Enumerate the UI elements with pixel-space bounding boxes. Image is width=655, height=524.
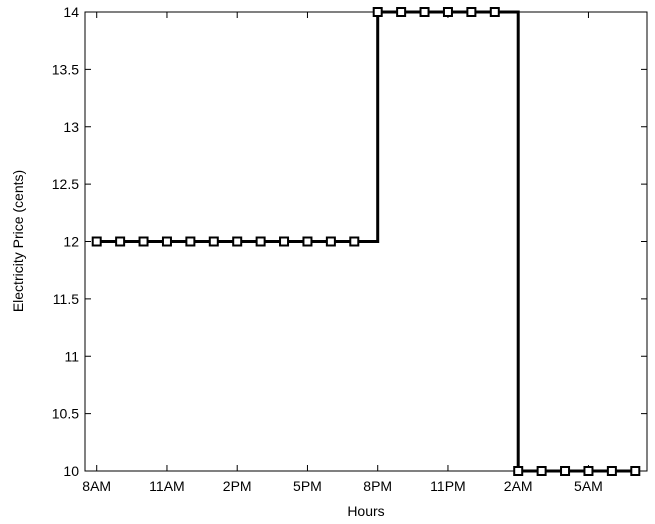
price-data-point [396,7,407,17]
x-axis-ticks: 8AM 11AM 2PM 5PM 8PM 11PM 2AM 5AM [82,12,603,494]
y-axis-ticks: 10 10.5 11 11.5 12 12.5 13 13.5 14 [52,4,647,479]
price-data-point [325,236,336,247]
price-data-point [208,236,219,247]
price-data-point [255,236,266,247]
x-tick-label: 2AM [504,478,533,494]
y-tick-label: 11 [64,348,79,364]
y-tick-label: 13 [63,119,79,135]
x-tick-label: 11PM [430,478,466,494]
y-tick-label: 10 [63,463,79,479]
price-data-point [91,236,102,247]
x-tick-label: 8PM [363,478,392,494]
price-data-point [302,236,313,247]
price-data-point [630,466,641,476]
y-tick-label: 13.5 [52,61,79,77]
x-tick-label: 11AM [149,478,185,494]
price-data-point [442,7,453,17]
price-data-point [513,466,524,476]
x-tick-label: 5AM [574,478,603,494]
price-data-point [279,236,290,247]
y-axis-label: Electricity Price (cents) [10,170,26,312]
price-data-point [536,466,547,476]
series-layer [91,7,641,476]
price-data-point [161,236,172,247]
price-data-point [489,7,500,17]
price-data-point [185,236,196,247]
price-data-point [232,236,243,247]
price-data-point [138,236,149,247]
x-axis-label: Hours [347,503,384,519]
y-tick-label: 12.5 [52,176,79,192]
x-tick-label: 5PM [293,478,322,494]
price-data-point [115,236,126,247]
price-data-point [349,236,360,247]
y-tick-label: 11.5 [53,291,79,307]
y-tick-label: 14 [63,4,79,20]
x-tick-label: 2PM [223,478,252,494]
price-data-point [583,466,594,476]
price-data-point [419,7,430,17]
y-tick-label: 10.5 [52,406,79,422]
price-data-point [606,466,617,476]
price-data-point [560,466,571,476]
y-tick-label: 12 [63,234,79,250]
price-data-point [466,7,477,17]
x-tick-label: 8AM [82,478,111,494]
price-data-point [372,7,383,17]
